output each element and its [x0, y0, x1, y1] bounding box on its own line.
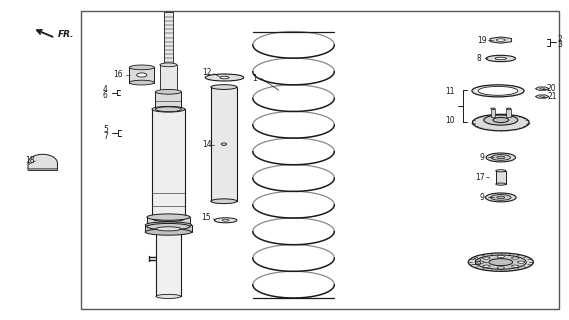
Ellipse shape: [129, 65, 154, 70]
Ellipse shape: [472, 85, 524, 97]
Text: 9: 9: [479, 153, 484, 162]
Text: FR.: FR.: [58, 30, 75, 39]
Ellipse shape: [496, 183, 506, 185]
Ellipse shape: [497, 267, 505, 269]
Text: 13: 13: [472, 258, 482, 267]
Bar: [81, 11, 559, 309]
Ellipse shape: [152, 106, 185, 112]
Text: 19: 19: [477, 36, 486, 44]
Ellipse shape: [495, 57, 506, 60]
Text: 17: 17: [475, 173, 485, 182]
Bar: [164, 12, 173, 65]
Ellipse shape: [489, 259, 513, 266]
Ellipse shape: [220, 76, 229, 79]
Ellipse shape: [490, 195, 511, 200]
Bar: [147, 217, 190, 227]
Text: 21: 21: [547, 92, 556, 101]
Polygon shape: [535, 95, 549, 98]
Ellipse shape: [155, 107, 182, 112]
Ellipse shape: [497, 196, 505, 199]
Ellipse shape: [497, 156, 505, 159]
Bar: [506, 108, 511, 117]
Polygon shape: [28, 154, 57, 170]
Bar: [211, 87, 237, 201]
Ellipse shape: [497, 255, 505, 258]
Text: 5: 5: [104, 125, 109, 134]
Ellipse shape: [145, 222, 192, 228]
Ellipse shape: [486, 55, 516, 62]
Ellipse shape: [221, 143, 226, 145]
Ellipse shape: [512, 257, 519, 259]
Text: 14: 14: [202, 140, 212, 149]
Ellipse shape: [483, 257, 490, 259]
Ellipse shape: [478, 86, 518, 95]
Text: 20: 20: [547, 84, 556, 93]
Ellipse shape: [490, 108, 495, 109]
Text: 8: 8: [476, 54, 481, 63]
Ellipse shape: [506, 108, 511, 109]
Ellipse shape: [152, 216, 185, 221]
Ellipse shape: [540, 88, 545, 89]
Ellipse shape: [147, 223, 190, 230]
Ellipse shape: [156, 294, 181, 299]
Bar: [490, 108, 495, 117]
Bar: [155, 92, 182, 109]
Ellipse shape: [145, 229, 192, 235]
Ellipse shape: [156, 227, 181, 231]
Ellipse shape: [147, 214, 190, 220]
Text: 18: 18: [25, 156, 35, 164]
Text: 2: 2: [557, 35, 562, 44]
Text: 10: 10: [446, 116, 455, 125]
Bar: [152, 109, 185, 219]
Ellipse shape: [491, 155, 510, 160]
Ellipse shape: [211, 85, 237, 89]
Text: 11: 11: [446, 87, 455, 96]
Bar: [496, 171, 506, 184]
Ellipse shape: [496, 39, 505, 41]
Text: 16: 16: [113, 70, 123, 79]
Ellipse shape: [485, 193, 516, 202]
Ellipse shape: [472, 114, 529, 131]
Text: 15: 15: [201, 213, 211, 222]
Ellipse shape: [477, 261, 484, 263]
Polygon shape: [490, 37, 512, 43]
Ellipse shape: [215, 218, 237, 223]
Ellipse shape: [160, 90, 177, 94]
Ellipse shape: [493, 117, 509, 123]
Ellipse shape: [517, 261, 525, 263]
Bar: [145, 225, 192, 232]
Ellipse shape: [160, 63, 177, 67]
Ellipse shape: [129, 80, 154, 85]
Ellipse shape: [475, 255, 526, 269]
Bar: [129, 68, 154, 83]
Ellipse shape: [540, 96, 545, 97]
Text: 7: 7: [104, 132, 109, 141]
Ellipse shape: [484, 115, 518, 125]
Ellipse shape: [496, 170, 506, 172]
Ellipse shape: [155, 89, 182, 94]
Bar: [156, 229, 181, 296]
Bar: [160, 65, 177, 92]
Ellipse shape: [137, 73, 147, 77]
Polygon shape: [535, 87, 549, 90]
Ellipse shape: [483, 265, 490, 267]
Text: 12: 12: [202, 68, 212, 77]
Ellipse shape: [512, 265, 519, 267]
Text: 9: 9: [479, 193, 484, 202]
Ellipse shape: [222, 219, 229, 221]
Text: 3: 3: [557, 40, 562, 49]
Ellipse shape: [468, 253, 533, 271]
Ellipse shape: [211, 199, 237, 204]
Text: 1: 1: [253, 74, 257, 83]
Text: 6: 6: [102, 91, 108, 100]
Ellipse shape: [205, 74, 244, 81]
Text: 4: 4: [102, 85, 108, 94]
Ellipse shape: [486, 153, 516, 162]
